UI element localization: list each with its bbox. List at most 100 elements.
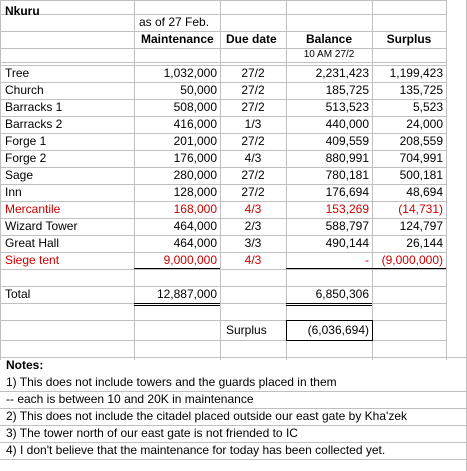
grid-row-line (0, 62, 446, 63)
grid-row-line (0, 252, 446, 253)
row-due-date: 27/2 (241, 134, 265, 148)
row-name: Inn (5, 185, 22, 199)
row-due-date: 27/2 (241, 168, 265, 182)
row-surplus: (14,731) (398, 202, 443, 216)
surplus-summary-value: (6,036,694) (307, 323, 369, 337)
row-balance: 185,725 (325, 83, 369, 97)
row-balance: 153,269 (325, 202, 369, 216)
balance-timestamp: 10 AM 27/2 (303, 49, 355, 60)
grid-col-line (134, 0, 135, 360)
header-balance: Balance (305, 32, 353, 46)
row-due-date: 27/2 (241, 83, 265, 97)
row-name: Great Hall (5, 236, 60, 250)
note-line: -- each is between 10 and 20K in mainten… (6, 392, 254, 406)
grid-row-line (0, 391, 467, 392)
header-due-date: Due date (226, 32, 277, 46)
row-surplus: 26,144 (406, 236, 443, 250)
grid-row-line (0, 303, 446, 304)
row-due-date: 4/3 (244, 202, 262, 216)
row-balance: - (365, 253, 369, 267)
row-maintenance: 464,000 (173, 236, 217, 250)
row-maintenance: 168,000 (173, 202, 217, 216)
row-name: Forge 1 (5, 134, 47, 148)
total-maintenance: 12,887,000 (156, 287, 217, 301)
row-due-date: 1/3 (244, 117, 262, 131)
total-balance: 6,850,306 (315, 287, 369, 301)
row-balance: 176,694 (325, 185, 369, 199)
row-surplus: 5,523 (412, 100, 443, 114)
row-maintenance: 50,000 (180, 83, 217, 97)
grid-row-line (0, 184, 446, 185)
header-maintenance: Maintenance (141, 32, 214, 46)
maintenance-underline (134, 268, 220, 269)
grid-row-line (0, 150, 446, 151)
row-balance: 409,559 (325, 134, 369, 148)
row-maintenance: 1,032,000 (163, 66, 217, 80)
grid-row-line (0, 442, 467, 443)
row-balance: 780,181 (325, 168, 369, 182)
grid-col-line (286, 0, 287, 360)
row-due-date: 27/2 (241, 66, 265, 80)
row-maintenance: 464,000 (173, 219, 217, 233)
header-surplus: Surplus (386, 32, 432, 46)
surplus-summary-label: Surplus (226, 323, 267, 337)
row-surplus: 500,181 (399, 168, 443, 182)
grid-row-line (0, 218, 446, 219)
grid-row-line (0, 320, 446, 321)
row-name: Tree (5, 66, 30, 80)
grid-row-line (0, 133, 446, 134)
row-maintenance: 508,000 (173, 100, 217, 114)
row-name: Forge 2 (5, 151, 47, 165)
grid-col-line (220, 0, 221, 360)
grid-col-line (446, 0, 447, 360)
row-due-date: 2/3 (244, 219, 262, 233)
total-double-underline (134, 303, 220, 306)
grid-row-line (0, 357, 467, 358)
total-label: Total (5, 287, 31, 301)
grid-col-line (372, 0, 373, 360)
grid-row-line (0, 116, 446, 117)
row-surplus: 704,991 (399, 151, 443, 165)
row-due-date: 3/3 (244, 236, 262, 250)
grid-row-line (0, 269, 446, 270)
row-name: Sage (5, 168, 34, 182)
row-surplus: 124,797 (399, 219, 443, 233)
row-name: Siege tent (5, 253, 60, 267)
grid-row-line (0, 65, 446, 66)
surplus-summary-box (286, 320, 373, 341)
grid-row-line (0, 340, 446, 341)
row-surplus: 1,199,423 (389, 66, 443, 80)
row-maintenance: 9,000,000 (163, 253, 217, 267)
total-double-underline (286, 303, 372, 306)
grid-row-line (0, 235, 446, 236)
row-maintenance: 201,000 (173, 134, 217, 148)
grid-col-line (0, 0, 1, 360)
row-maintenance: 280,000 (173, 168, 217, 182)
row-maintenance: 416,000 (173, 117, 217, 131)
grid-row-line (0, 48, 446, 49)
grid-row-line (0, 31, 446, 32)
row-name: Barracks 2 (5, 117, 63, 131)
row-maintenance: 176,000 (173, 151, 217, 165)
notes-heading: Notes: (6, 358, 44, 372)
row-balance: 2,231,423 (315, 66, 369, 80)
grid-row-line (0, 14, 446, 15)
row-surplus: 48,694 (406, 185, 443, 199)
row-due-date: 4/3 (244, 151, 262, 165)
note-line: 1) This does not include towers and the … (6, 375, 337, 389)
row-balance: 588,797 (325, 219, 369, 233)
note-line: 3) The tower north of our east gate is n… (6, 426, 298, 440)
row-name: Barracks 1 (5, 100, 63, 114)
row-balance: 440,000 (325, 117, 369, 131)
grid-row-line (0, 286, 446, 287)
grid-row-line (0, 82, 446, 83)
as-of-date: as of 27 Feb. (139, 15, 210, 29)
note-line: 2) This does not include the citadel pla… (6, 409, 407, 423)
row-surplus: (9,000,000) (381, 253, 443, 267)
row-name: Mercantile (5, 202, 61, 216)
row-due-date: 4/3 (244, 253, 262, 267)
grid-row-line (0, 201, 446, 202)
grid-row-line (0, 459, 467, 460)
grid-row-line (0, 0, 446, 1)
row-name: Church (5, 83, 44, 97)
